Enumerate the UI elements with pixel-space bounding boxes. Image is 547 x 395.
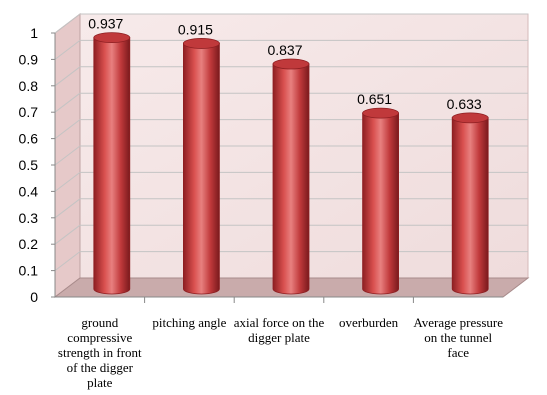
data-label: 0.915 — [178, 21, 213, 37]
gridline-side — [54, 92, 81, 113]
gridline-side — [54, 172, 81, 192]
y-tick-label: 0.3 — [19, 210, 39, 226]
gridline-side — [54, 251, 81, 271]
y-tick-label: 0 — [30, 289, 38, 305]
bar — [451, 112, 489, 295]
data-label: 0.937 — [88, 16, 123, 32]
gridline-side — [54, 13, 81, 34]
x-tick-label: pitching angle — [152, 315, 227, 330]
x-tick-label: axial force on the digger plate — [233, 315, 325, 345]
data-label: 0.651 — [357, 91, 392, 107]
y-tick-label: 0.4 — [19, 183, 39, 199]
gridline-side — [54, 40, 81, 60]
x-tick-label: overburden — [338, 315, 399, 330]
x-tick-label: Average pressure on the tunnel face — [413, 315, 503, 360]
bar-body — [93, 37, 131, 295]
bar-top — [451, 112, 489, 124]
bar-top — [272, 58, 310, 70]
bar-body — [183, 43, 220, 295]
gridline-side — [54, 224, 81, 245]
bar-top — [362, 107, 400, 119]
gridline-side — [54, 145, 81, 166]
gridline-side — [54, 198, 81, 219]
bar — [93, 32, 131, 295]
data-label: 0.837 — [267, 42, 302, 58]
y-tick-label: 0.2 — [19, 236, 39, 252]
gridline-side — [54, 66, 81, 87]
bar-body — [272, 63, 310, 295]
y-tick-label: 0.9 — [19, 51, 39, 67]
y-tick-label: 0.7 — [19, 104, 39, 120]
y-tick-label: 0.5 — [19, 157, 39, 173]
bar-top — [93, 32, 131, 44]
bar — [362, 107, 400, 295]
bar-body — [362, 112, 399, 295]
bar — [272, 58, 310, 295]
bar-top — [182, 38, 220, 49]
y-tick-label: 1 — [30, 25, 38, 41]
x-tick-label: ground compressive strength in front of … — [57, 315, 142, 390]
bar — [182, 38, 220, 295]
gridline-side — [54, 119, 81, 139]
data-label: 0.633 — [447, 96, 482, 112]
bar-body — [451, 117, 489, 295]
y-tick-label: 0.8 — [19, 78, 39, 94]
y-tick-label: 0.6 — [19, 131, 39, 147]
y-tick-label: 0.1 — [19, 263, 39, 279]
